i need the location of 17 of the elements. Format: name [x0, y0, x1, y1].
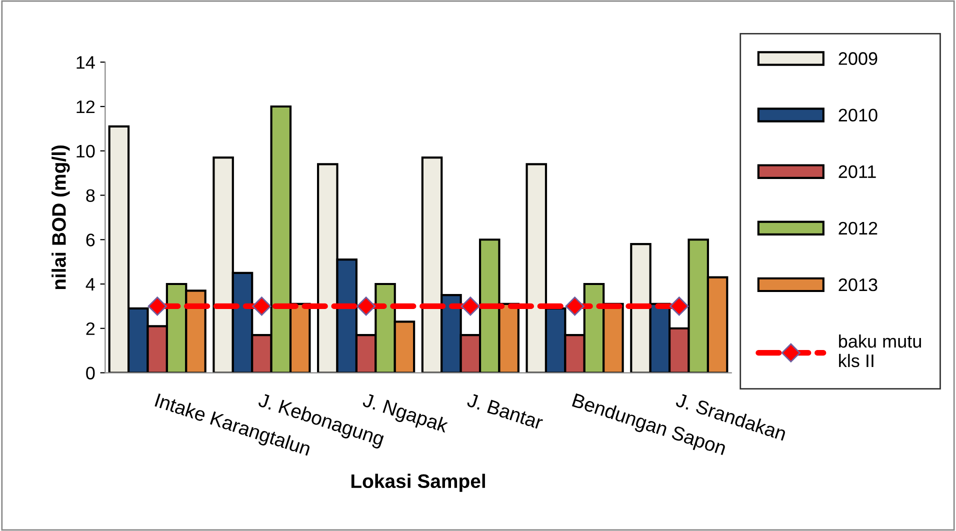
y-tick-label: 8 [86, 189, 95, 202]
legend-label: 2012 [838, 222, 878, 235]
y-tick-label: 2 [86, 322, 95, 335]
y-tick-label: 4 [86, 278, 95, 291]
y-tick-label: 10 [76, 144, 95, 158]
x-tick-label: J. Bantar [466, 392, 544, 430]
legend-label: 2013 [838, 278, 878, 292]
legend-label: 2011 [838, 165, 876, 178]
y-tick-label: 6 [86, 234, 95, 246]
x-axis-title: Lokasi Sampel [351, 474, 485, 492]
y-tick-label: 12 [76, 100, 95, 114]
y-tick-label: 14 [76, 56, 95, 69]
y-axis-title: nilai BOD (mg/l) [52, 145, 70, 290]
legend-label: 2009 [838, 52, 878, 65]
legend-label: baku mutu kls II [839, 334, 921, 368]
y-tick-label: 0 [86, 366, 95, 380]
legend-label: 2010 [838, 108, 878, 122]
